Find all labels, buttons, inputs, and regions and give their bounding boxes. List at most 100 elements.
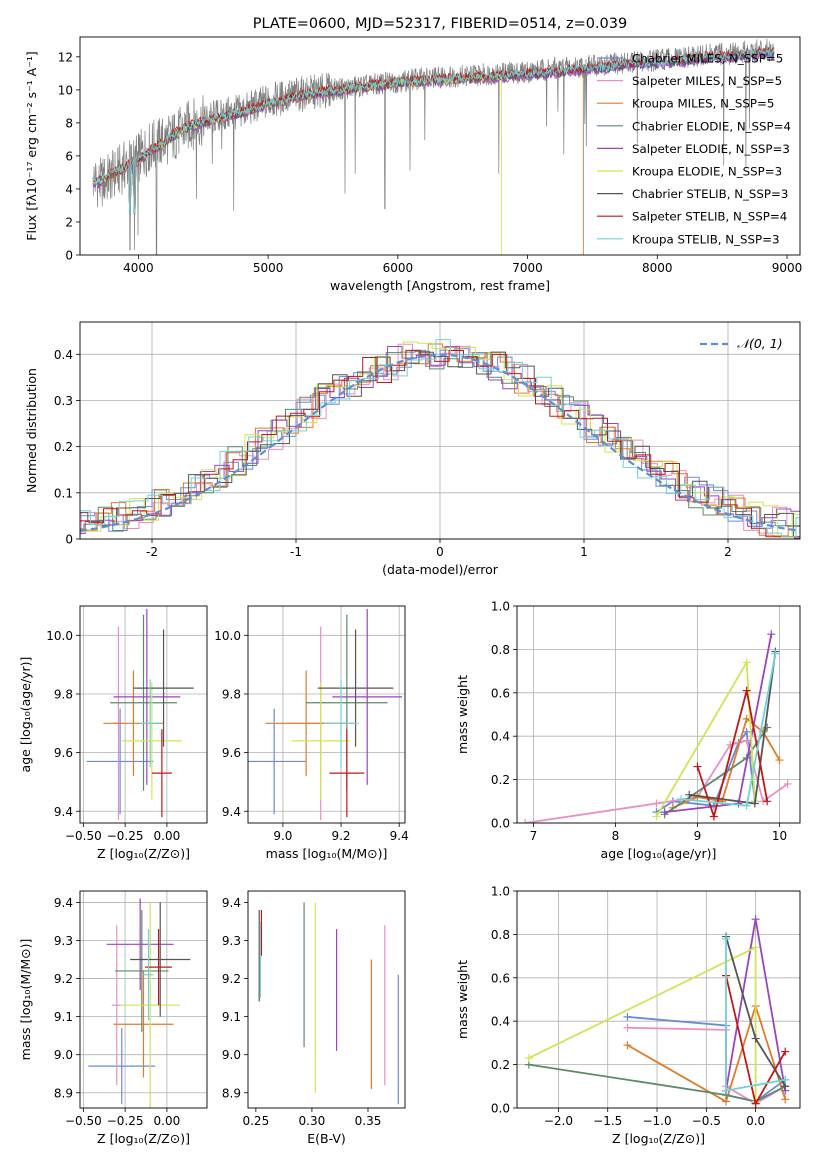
weight-series-line <box>528 1063 786 1103</box>
error-bar-point <box>120 902 181 1108</box>
weight-point-marker <box>783 779 792 788</box>
x-tick-label: 0.25 <box>242 1114 269 1128</box>
x-tick-label: −1.5 <box>593 1114 622 1128</box>
axes-frame <box>516 605 801 824</box>
x-tick-label: −0.50 <box>65 1114 102 1128</box>
error-bar-point <box>317 629 394 747</box>
weight-point-marker <box>623 1023 632 1032</box>
x-tick-label: 4000 <box>123 261 154 275</box>
weight-point-marker <box>521 819 530 823</box>
axes-frame <box>247 890 406 1109</box>
histogram-step <box>80 348 800 532</box>
y-tick-label: 9.3 <box>222 934 241 948</box>
x-tick-label: 8000 <box>642 261 673 275</box>
model-spectrum-line <box>92 47 775 215</box>
y-tick-label: 0.6 <box>491 971 510 985</box>
x-tick-label: 8 <box>612 829 620 843</box>
y-tick-label: 9.4 <box>222 805 241 819</box>
legend-label: Salpeter STELIB, N_SSP=4 <box>632 210 787 224</box>
weight-point-marker <box>685 790 694 799</box>
y-tick-label: 0 <box>65 533 73 547</box>
axes-frame <box>79 605 208 824</box>
x-axis-label: Z [log₁₀(Z/Z⊙)] <box>97 846 190 861</box>
legend-label: Kroupa MILES, N_SSP=5 <box>632 97 774 111</box>
x-tick-label: −2.0 <box>544 1114 573 1128</box>
weight-point-marker <box>623 1012 632 1021</box>
x-axis-label: age [log₁₀(age/yr)] <box>601 846 717 861</box>
x-tick-label: 0.00 <box>154 829 181 843</box>
weight-point-marker <box>751 1034 760 1043</box>
error-bar-point <box>323 679 359 768</box>
y-axis-label: mass weight <box>455 675 470 754</box>
massweight-vs-Z-plot-area <box>524 915 790 1108</box>
x-tick-label: 1 <box>580 545 588 559</box>
mass-vs-EBV-plot-area <box>258 902 399 1105</box>
x-tick-label: 0.35 <box>355 1114 382 1128</box>
chart-title: PLATE=0600, MJD=52317, FIBERID=0514, z=0… <box>253 16 627 32</box>
weight-point-marker <box>722 1086 731 1095</box>
y-axis-label: Normed distribution <box>24 368 39 493</box>
axes-frame <box>516 890 801 1109</box>
x-tick-label: 9 <box>694 829 702 843</box>
error-bar-point <box>151 729 172 818</box>
y-tick-label: 10 <box>58 83 73 97</box>
error-bar-point <box>130 902 191 1017</box>
x-tick-label: 9000 <box>772 261 803 275</box>
axes-frame <box>79 36 801 256</box>
x-tick-label: 0.0 <box>746 1114 765 1128</box>
massweight-vs-age-plot-area <box>521 630 792 823</box>
x-tick-label: -2 <box>146 545 158 559</box>
legend-label: Chabrier STELIB, N_SSP=3 <box>632 187 788 201</box>
y-tick-label: 1.0 <box>491 885 510 899</box>
x-tick-label: −0.5 <box>692 1114 721 1128</box>
y-axis-label: mass [log₁₀(M/M⊙)] <box>18 939 33 1061</box>
y-tick-label: 9.6 <box>54 746 73 760</box>
weight-point-marker <box>751 915 760 924</box>
legend-label: Salpeter ELODIE, N_SSP=3 <box>632 142 790 156</box>
error-bar-point <box>140 679 161 768</box>
x-tick-label: 9.4 <box>390 829 409 843</box>
y-tick-label: 9.8 <box>222 687 241 701</box>
weight-point-marker <box>524 1054 533 1063</box>
normal-reference-curve <box>80 353 800 532</box>
x-tick-label: −0.25 <box>107 829 144 843</box>
legend-label: 𝒩(0, 1) <box>737 336 783 351</box>
weight-point-marker <box>652 812 661 821</box>
axes-frame <box>79 321 801 540</box>
model-spectrum-line <box>92 67 584 255</box>
y-tick-label: 0.1 <box>54 486 73 500</box>
weight-series-line <box>672 717 781 809</box>
y-tick-label: 0.2 <box>491 773 510 787</box>
y-tick-label: 0.2 <box>54 440 73 454</box>
y-tick-label: 0.0 <box>491 1102 510 1116</box>
error-bar-point <box>332 608 403 785</box>
x-tick-label: 5000 <box>253 261 284 275</box>
y-tick-label: 0 <box>65 249 73 263</box>
weight-point-marker <box>767 630 776 639</box>
weight-point-marker <box>693 762 702 771</box>
weight-point-marker <box>781 1047 790 1056</box>
y-tick-label: 9.0 <box>222 1048 241 1062</box>
error-bar-point <box>248 708 307 815</box>
legend-label: Kroupa ELODIE, N_SSP=3 <box>632 165 782 179</box>
y-tick-label: 9.2 <box>54 972 73 986</box>
weight-point-marker <box>742 801 751 810</box>
legend-label: Salpeter MILES, N_SSP=5 <box>632 74 782 88</box>
y-tick-label: 8 <box>65 116 73 130</box>
age-vs-Z-plot-area <box>86 608 194 821</box>
x-tick-label: 9.2 <box>331 829 350 843</box>
error-bar-point <box>106 898 174 990</box>
error-bar-point <box>291 682 350 800</box>
x-tick-label: −0.25 <box>107 1114 144 1128</box>
y-axis-label: age [log₁₀(age/yr)] <box>18 657 33 773</box>
y-tick-label: 9.8 <box>54 687 73 701</box>
y-tick-label: 10.0 <box>46 629 73 643</box>
legend-label: Chabrier ELODIE, N_SSP=4 <box>632 119 791 133</box>
y-tick-label: 6 <box>65 149 73 163</box>
y-axis-label: Flux [fλ10⁻¹⁷ erg cm⁻² s⁻¹ A⁻¹] <box>24 51 39 240</box>
y-tick-label: 0.3 <box>54 394 73 408</box>
x-axis-label: E(B-V) <box>307 1131 346 1146</box>
x-tick-label: 0.00 <box>154 1114 181 1128</box>
axes-frame <box>247 605 406 824</box>
